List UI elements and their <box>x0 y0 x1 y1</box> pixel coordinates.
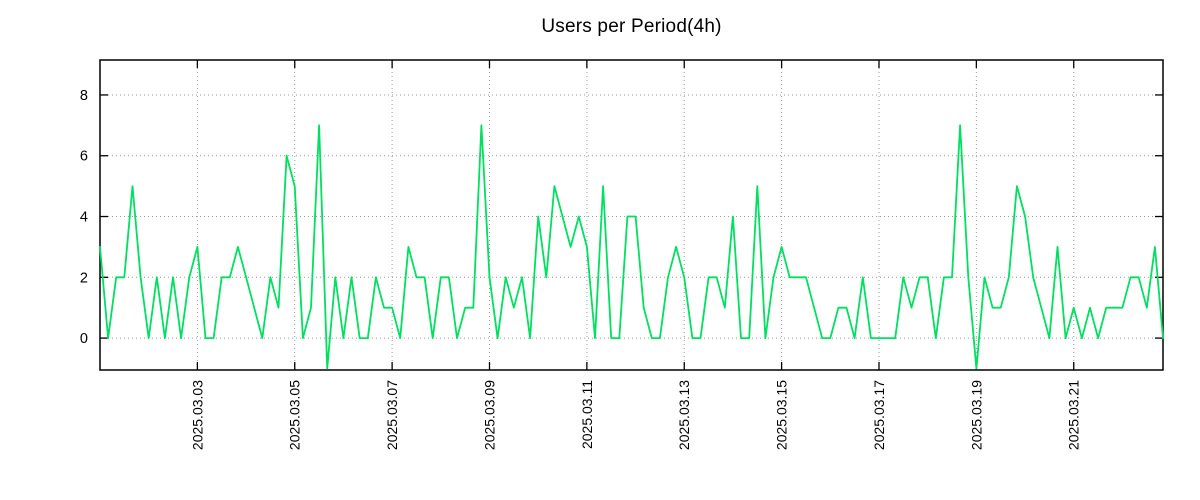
data-series <box>99 124 1164 370</box>
y-tick-label: 4 <box>80 210 88 226</box>
x-tick-label: 2025.03.15 <box>774 380 790 450</box>
x-axis-labels: 2025.03.03 2025.03.05 2025.03.07 2025.03.09… <box>189 380 1081 450</box>
x-tick-label: 2025.03.05 <box>287 380 303 450</box>
plot-border <box>99 59 1164 371</box>
y-tick-label: 0 <box>80 331 88 347</box>
y-tick-label: 8 <box>80 88 88 104</box>
x-tick-label: 2025.03.19 <box>968 380 984 450</box>
users-series-line <box>99 124 1164 370</box>
gridlines <box>100 60 1163 370</box>
x-tick-label: 2025.03.03 <box>189 380 205 450</box>
y-tick-label: 6 <box>80 149 88 165</box>
x-tick-label: 2025.03.17 <box>871 380 887 450</box>
x-tick-label: 2025.03.21 <box>1066 380 1082 450</box>
x-tick-label: 2025.03.07 <box>384 380 400 450</box>
x-tick-label: 2025.03.09 <box>481 380 497 450</box>
axis-ticks <box>100 60 1163 370</box>
chart-title: Users per Period(4h) <box>541 16 722 37</box>
x-tick-label: 2025.03.11 <box>579 380 595 449</box>
y-tick-label: 2 <box>80 270 88 286</box>
plot-frame <box>99 59 1164 371</box>
y-axis-labels: 0 2 4 6 8 <box>80 88 88 347</box>
x-tick-label: 2025.03.13 <box>676 380 692 450</box>
